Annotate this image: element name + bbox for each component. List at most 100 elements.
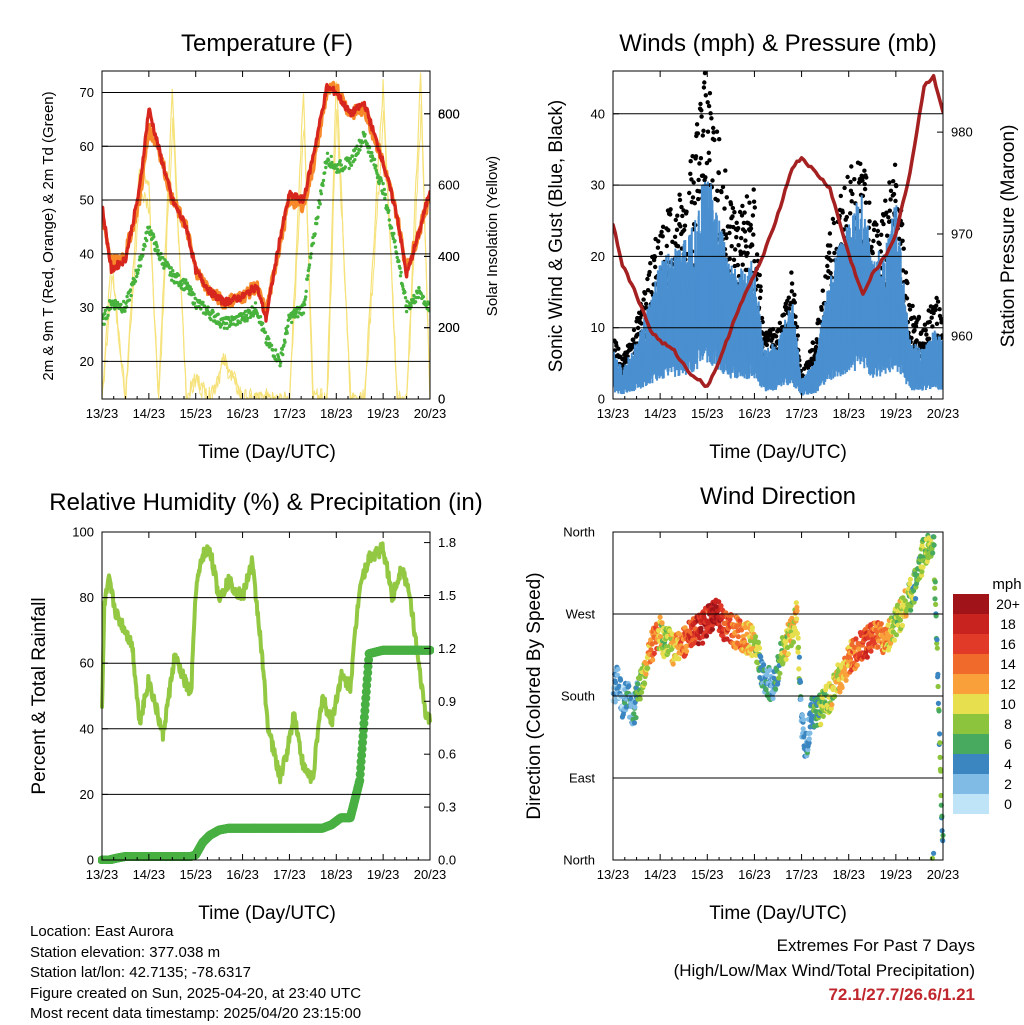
gust-point bbox=[888, 188, 894, 193]
gust-point bbox=[828, 270, 833, 276]
dewpoint-point bbox=[285, 331, 289, 335]
direction-xtick-label: 17/23 bbox=[785, 867, 818, 882]
direction-point bbox=[643, 671, 649, 677]
winds-xtick-label: 20/23 bbox=[927, 406, 960, 421]
winds-ytick-label: 0 bbox=[598, 392, 605, 407]
gust-point bbox=[792, 292, 797, 297]
direction-point bbox=[739, 627, 745, 633]
direction-point bbox=[639, 689, 645, 695]
temperature-ytick-right-label: 600 bbox=[438, 106, 460, 121]
dewpoint-point bbox=[141, 247, 145, 252]
dewpoint-point bbox=[211, 310, 215, 314]
temperature-ytick-right-label: 0 bbox=[438, 392, 445, 407]
gust-point bbox=[679, 204, 684, 210]
gust-point bbox=[740, 262, 745, 267]
dewpoint-point bbox=[382, 187, 386, 192]
direction-point bbox=[938, 792, 944, 799]
direction-point bbox=[899, 622, 906, 629]
humidity-ytick-label: 80 bbox=[80, 590, 94, 605]
gust-point bbox=[673, 217, 678, 223]
gust-point bbox=[739, 213, 745, 218]
gust-point bbox=[862, 181, 867, 187]
dewpoint-point bbox=[404, 309, 409, 314]
dewpoint-point bbox=[293, 312, 298, 316]
dewpoint-point bbox=[125, 294, 129, 299]
temperature-ytick-label: 60 bbox=[80, 139, 94, 154]
dewpoint-point bbox=[222, 326, 227, 330]
direction-point bbox=[878, 621, 884, 627]
gust-point bbox=[727, 230, 732, 236]
direction-point bbox=[828, 706, 834, 712]
gust-point bbox=[711, 130, 716, 135]
gust-point bbox=[914, 338, 919, 343]
winds-ylabel-right: Station Pressure (Maroon) bbox=[998, 125, 1019, 348]
temperature-xtick-label: 20/23 bbox=[414, 406, 447, 421]
humidity-ylabel-left: Percent & Total Rainfall bbox=[29, 597, 50, 794]
direction-series-group bbox=[610, 532, 946, 861]
gust-point bbox=[934, 295, 939, 301]
gust-point bbox=[905, 280, 910, 286]
humidity-xtick-label: 13/23 bbox=[86, 867, 119, 882]
dewpoint-point bbox=[276, 355, 281, 359]
gust-point bbox=[737, 209, 743, 215]
gust-point bbox=[789, 289, 794, 294]
gust-point bbox=[757, 295, 763, 301]
gust-point bbox=[689, 177, 694, 182]
gust-point bbox=[724, 195, 729, 200]
dewpoint-point bbox=[319, 192, 323, 196]
gust-point bbox=[711, 125, 716, 131]
direction-point bbox=[908, 607, 914, 613]
direction-point bbox=[885, 622, 891, 628]
gust-point bbox=[747, 200, 752, 205]
temperature-2m-line bbox=[102, 82, 430, 323]
temperature-ytick-right-label: 600 bbox=[438, 178, 460, 193]
direction-point bbox=[933, 601, 939, 608]
dewpoint-point bbox=[329, 154, 333, 159]
direction-xtick-label: 20/23 bbox=[927, 867, 960, 882]
gust-point bbox=[697, 161, 702, 166]
direction-point bbox=[932, 579, 938, 585]
gust-point bbox=[789, 270, 794, 275]
direction-point bbox=[655, 627, 662, 634]
humidity-xlabel: Time (Day/UTC) bbox=[198, 903, 336, 924]
direction-point bbox=[617, 677, 624, 683]
dewpoint-point bbox=[321, 183, 325, 188]
gust-point bbox=[883, 198, 888, 203]
gust-point bbox=[706, 103, 712, 109]
humidity-xtick-label: 18/23 bbox=[320, 867, 353, 882]
gust-point bbox=[874, 222, 879, 227]
direction-point bbox=[852, 644, 858, 650]
direction-point bbox=[799, 712, 806, 719]
gust-point bbox=[863, 200, 869, 205]
direction-point bbox=[937, 731, 943, 737]
dewpoint-point bbox=[426, 302, 430, 306]
dewpoint-point bbox=[152, 235, 156, 239]
direction-point bbox=[795, 649, 801, 655]
dewpoint-point bbox=[305, 277, 309, 281]
dewpoint-point bbox=[358, 148, 362, 152]
direction-xtick-label: 18/23 bbox=[832, 867, 865, 882]
gust-point bbox=[706, 150, 711, 155]
winds-ytick-label: 10 bbox=[591, 320, 605, 335]
rainfall-point bbox=[358, 738, 367, 748]
gust-point bbox=[879, 232, 884, 237]
winds-xlabel: Time (Day/UTC) bbox=[709, 442, 847, 463]
gust-point bbox=[714, 129, 720, 134]
gust-point bbox=[830, 216, 836, 222]
dewpoint-point bbox=[394, 251, 399, 255]
dewpoint-point bbox=[273, 348, 278, 352]
direction-xtick-label: 19/23 bbox=[880, 867, 913, 882]
direction-point bbox=[776, 675, 782, 681]
dewpoint-point bbox=[129, 293, 133, 298]
gust-point bbox=[813, 344, 819, 350]
dewpoint-point bbox=[413, 300, 418, 304]
dewpoint-point bbox=[168, 270, 173, 275]
gust-point bbox=[909, 335, 914, 341]
humidity-ytick-right-label: 1.8 bbox=[438, 535, 456, 550]
dewpoint-point bbox=[316, 205, 321, 210]
dewpoint-point bbox=[293, 315, 297, 319]
rainfall-point bbox=[359, 712, 369, 722]
dewpoint-point bbox=[387, 218, 391, 222]
direction-point bbox=[615, 666, 621, 672]
gust-point bbox=[907, 307, 913, 312]
